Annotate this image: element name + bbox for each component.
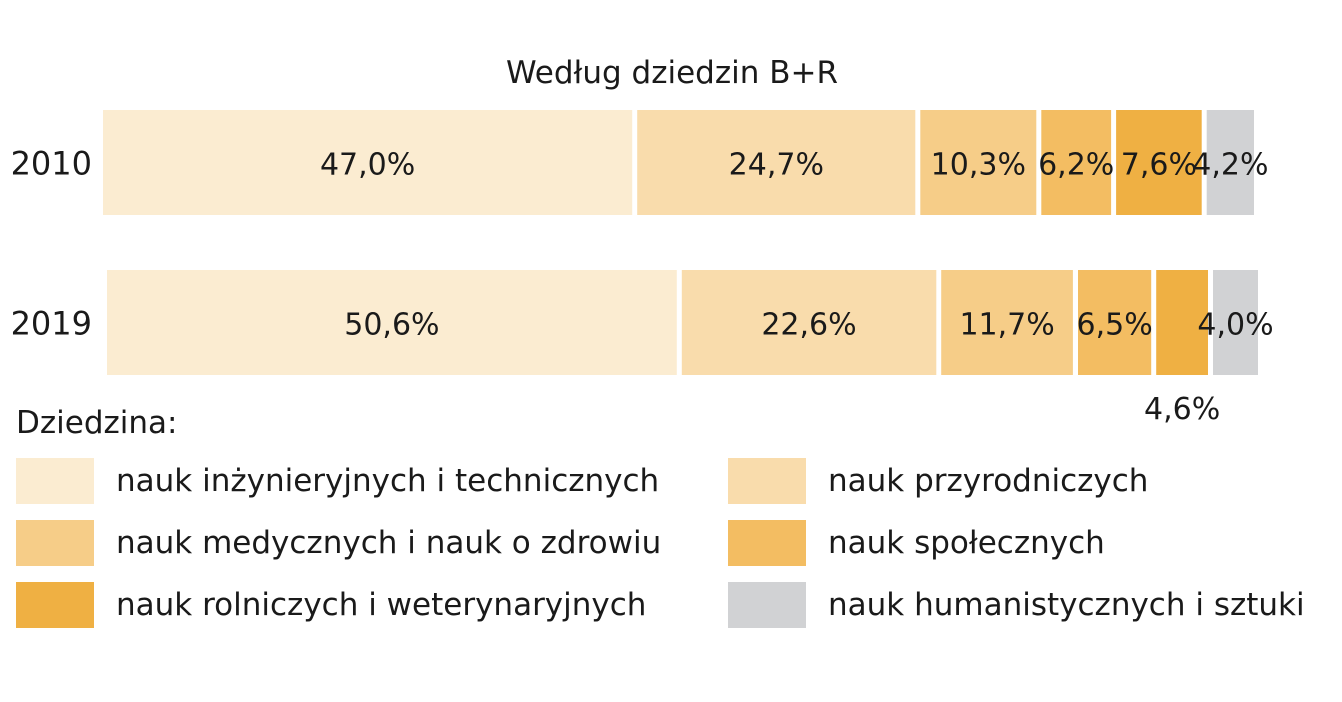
bar-segment-2010-1 — [103, 110, 633, 215]
bar-segment-2010-2 — [637, 110, 916, 215]
bar-segment-2019-2 — [681, 270, 937, 375]
bar-segment-2010-3 — [920, 110, 1037, 215]
category-label-2019: 2019 — [11, 305, 92, 343]
data-label-2019-5: 4,6% — [1144, 392, 1220, 427]
legend-swatch — [728, 458, 806, 504]
legend-label: nauk rolniczych i weterynaryjnych — [116, 587, 647, 623]
legend-label: nauk medycznych i nauk o zdrowiu — [116, 525, 662, 561]
bar-segment-2019-4 — [1078, 270, 1152, 375]
bar-segment-2010-4 — [1041, 110, 1112, 215]
bar-segment-2019-6 — [1213, 270, 1258, 375]
data-label-2010-3: 10,3% — [931, 148, 1026, 183]
legend-item: nauk społecznych — [728, 520, 1105, 566]
data-label-2010-4: 6,2% — [1038, 148, 1114, 183]
data-label-2019-4: 6,5% — [1076, 308, 1152, 343]
category-label-2010: 2010 — [11, 145, 92, 183]
data-label-2010-2: 24,7% — [729, 148, 824, 183]
legend-swatch — [16, 582, 94, 628]
data-label-2010-1: 47,0% — [320, 148, 415, 183]
legend-label: nauk społecznych — [828, 525, 1105, 561]
bar-segment-2010-6 — [1206, 110, 1254, 215]
legend-label: nauk humanistycznych i sztuki — [828, 587, 1305, 623]
legend-swatch — [16, 520, 94, 566]
legend-swatch — [728, 582, 806, 628]
legend-label: nauk przyrodniczych — [828, 463, 1149, 499]
data-label-2019-1: 50,6% — [344, 308, 439, 343]
data-label-2019-3: 11,7% — [959, 308, 1054, 343]
legend-swatch — [728, 520, 806, 566]
legend-item: nauk rolniczych i weterynaryjnych — [16, 582, 646, 628]
legend-item: nauk medycznych i nauk o zdrowiu — [16, 520, 661, 566]
data-label-2019-2: 22,6% — [761, 308, 856, 343]
chart-title: Według dziedzin B+R — [506, 55, 838, 91]
bar-segment-2019-3 — [941, 270, 1073, 375]
legend-swatch — [16, 458, 94, 504]
legend-title: Dziedzina: — [16, 405, 178, 441]
legend: nauk inżynieryjnych i technicznych nauk p… — [16, 458, 1326, 628]
legend-item: nauk inżynieryjnych i technicznych — [16, 458, 659, 504]
data-label-2010-6: 4,2% — [1192, 148, 1268, 183]
bar-segment-2010-5 — [1116, 110, 1202, 215]
data-label-2010-5: 7,6% — [1121, 148, 1197, 183]
bar-segment-2019-1 — [107, 270, 677, 375]
legend-item: nauk humanistycznych i sztuki — [728, 582, 1305, 628]
data-label-2019-6: 4,0% — [1197, 308, 1273, 343]
legend-label: nauk inżynieryjnych i technicznych — [116, 463, 660, 499]
bar-segment-2019-5 — [1156, 270, 1208, 375]
legend-item: nauk przyrodniczych — [728, 458, 1148, 504]
